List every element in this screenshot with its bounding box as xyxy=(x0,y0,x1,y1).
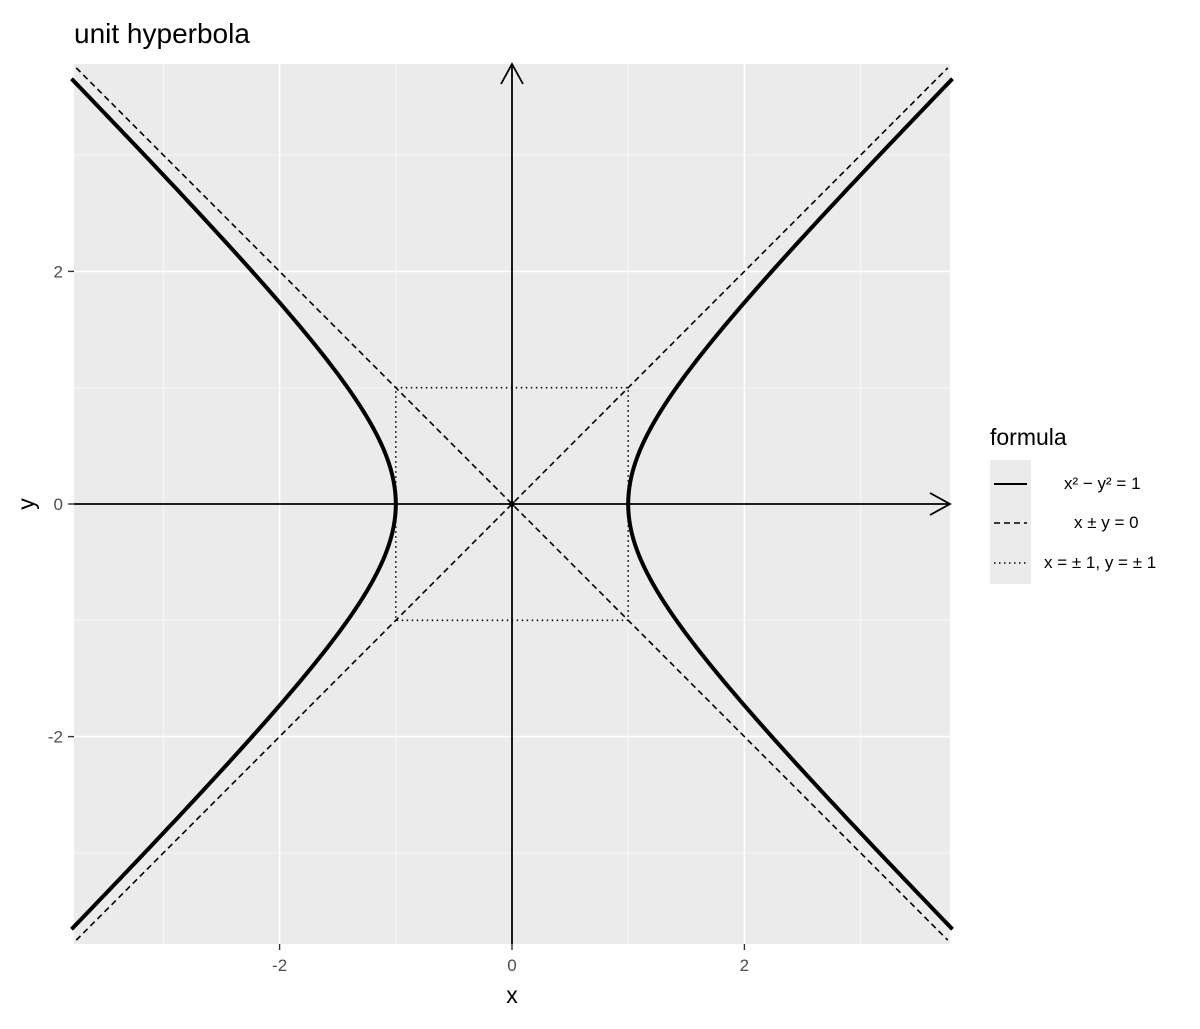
y-tick-label: 0 xyxy=(54,495,63,514)
legend-key-dotted xyxy=(994,562,1027,564)
series-asymptote-negative xyxy=(75,67,949,941)
legend-label-asymptotes: x ± y = 0 xyxy=(1074,513,1139,532)
legend-item-hyperbola: x² − y² = 1 xyxy=(990,464,1200,504)
chart-title: unit hyperbola xyxy=(74,18,250,49)
y-tick-label: -2 xyxy=(48,728,63,747)
legend-key-solid xyxy=(994,483,1027,485)
y-tick-label: 2 xyxy=(54,262,63,281)
x-axis-label: x xyxy=(506,982,518,1008)
x-tick-label: -2 xyxy=(272,956,287,975)
legend-label-square: x = ± 1, y = ± 1 xyxy=(1044,553,1157,572)
legend-item-asymptotes: x ± y = 0 xyxy=(990,503,1200,543)
legend-key-dashed xyxy=(994,522,1027,524)
origin-point xyxy=(509,501,515,507)
legend-item-square: x = ± 1, y = ± 1 xyxy=(990,543,1200,583)
y-axis-label: y xyxy=(13,498,39,510)
x-tick-label: 2 xyxy=(740,956,749,975)
x-tick-label: 0 xyxy=(507,956,516,975)
legend-label-hyperbola: x² − y² = 1 xyxy=(1064,474,1141,493)
series-asymptote-positive xyxy=(75,67,949,941)
legend-title: formula xyxy=(990,424,1067,450)
y-axis-arrow-icon xyxy=(500,62,524,85)
x-axis-arrow-icon xyxy=(929,492,952,516)
